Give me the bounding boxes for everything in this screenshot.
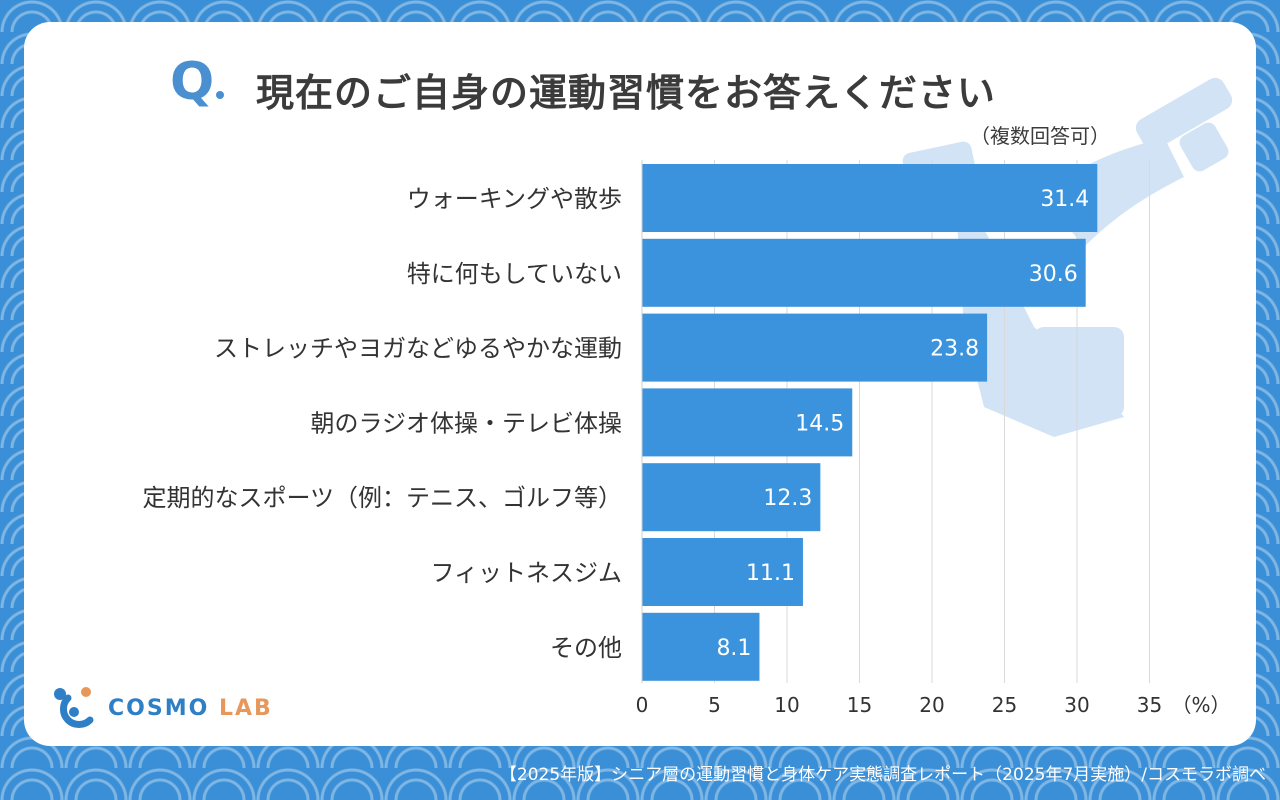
x-tick-label: 10 — [774, 693, 799, 717]
q-dot — [216, 91, 225, 99]
bar — [642, 313, 988, 382]
chart-subtitle: （複数回答可） — [970, 124, 1110, 148]
bar — [642, 463, 821, 532]
bar — [642, 612, 760, 681]
x-tick-label: 15 — [847, 693, 872, 717]
category-label: ストレッチやヨガなどゆるやかな運動 — [214, 335, 622, 363]
category-label: 特に何もしていない — [407, 260, 622, 288]
x-unit-label: （%） — [1172, 693, 1231, 717]
bar — [642, 238, 1086, 307]
data-label: 12.3 — [763, 486, 812, 511]
data-label: 31.4 — [1040, 187, 1089, 212]
x-tick-label: 30 — [1064, 693, 1089, 717]
x-tick-label: 25 — [992, 693, 1017, 717]
x-tick-label: 20 — [919, 693, 944, 717]
x-tick-label: 5 — [708, 693, 721, 717]
question-mark-label: Q — [170, 56, 225, 108]
bar — [642, 538, 803, 606]
cosmo-lab-logo: COSMO LAB — [50, 686, 273, 730]
data-label: 8.1 — [716, 636, 751, 661]
logo-text: COSMO LAB — [108, 695, 273, 721]
category-label: その他 — [550, 634, 622, 662]
data-label: 23.8 — [930, 337, 979, 362]
logo-icon — [54, 687, 94, 729]
chart-card: Q 現在のご自身の運動習慣をお答えください （複数回答可） COSMO LAB — [24, 22, 1256, 746]
chart-title: 現在のご自身の運動習慣をお答えください — [256, 71, 996, 115]
category-label: 定期的なスポーツ（例：テニス、ゴルフ等） — [142, 484, 622, 512]
data-label: 14.5 — [795, 411, 844, 436]
bar — [642, 164, 1098, 232]
x-tick-label: 0 — [636, 693, 649, 717]
source-footnote: 【2025年版】シニア層の運動習慣と身体ケア実態調査レポート（2025年7月実施… — [499, 765, 1266, 785]
category-label: フィットネスジム — [430, 559, 622, 587]
data-label: 11.1 — [746, 561, 795, 586]
category-label: 朝のラジオ体操・テレビ体操 — [310, 409, 622, 437]
x-tick-label: 35 — [1137, 693, 1162, 717]
data-label: 30.6 — [1029, 262, 1078, 287]
category-label: ウォーキングや散歩 — [407, 185, 622, 213]
bar — [642, 388, 853, 457]
